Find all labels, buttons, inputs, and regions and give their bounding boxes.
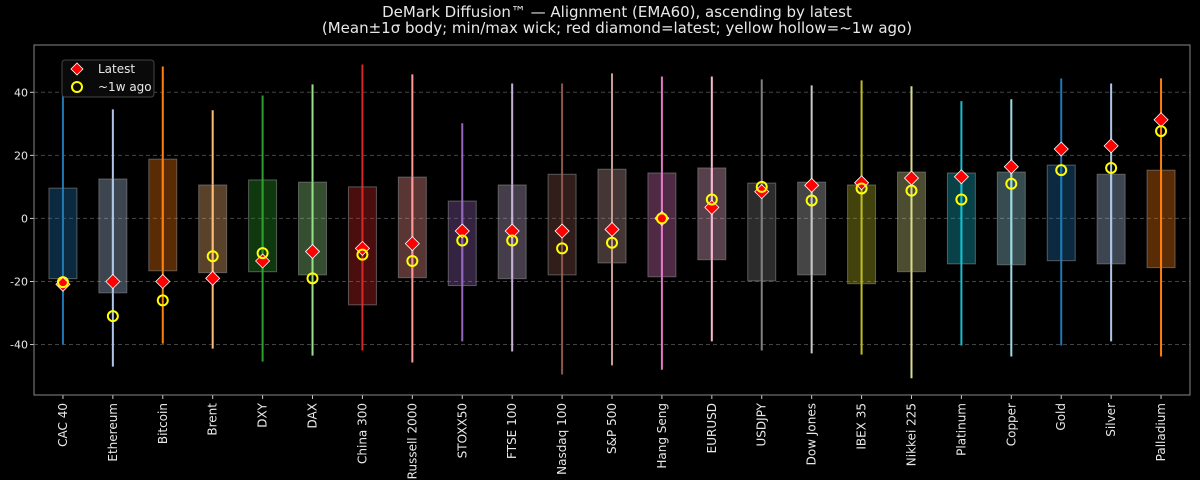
y-tick-label: -20 <box>10 275 28 288</box>
x-axis: CAC 40 Ethereum Bitcoin Brent DXY DAX China 30… <box>56 395 1168 479</box>
latest-marker <box>404 236 420 252</box>
x-tick-label: S&P 500 <box>605 403 619 454</box>
x-tick-label: IBEX 35 <box>855 403 869 450</box>
latest-marker <box>105 273 121 290</box>
latest-marker <box>155 273 171 290</box>
x-tick-label: CAC 40 <box>56 403 70 447</box>
y-tick-label: -40 <box>10 339 28 352</box>
week-ago-marker <box>106 310 119 323</box>
x-tick-label: Copper <box>1004 403 1018 446</box>
plot-frame <box>33 44 1191 396</box>
latest-marker <box>1003 159 1019 175</box>
legend-label-week-ago: ~1w ago <box>98 80 152 94</box>
week-ago-marker <box>805 194 818 207</box>
week-ago-marker <box>1105 161 1118 174</box>
week-ago-marker <box>406 254 419 267</box>
latest-marker <box>953 169 969 185</box>
y-tick-label: 20 <box>14 149 28 162</box>
week-ago-marker <box>306 272 319 285</box>
x-tick-label: Platinum <box>954 403 968 456</box>
latest-marker <box>554 223 570 239</box>
week-ago-marker <box>1005 177 1018 190</box>
latest-marker <box>504 223 520 239</box>
x-tick-label: Nasdaq 100 <box>555 403 569 475</box>
latest-marker <box>704 199 720 215</box>
x-tick-label: China 300 <box>355 403 369 464</box>
x-tick-label: Brent <box>206 403 220 436</box>
latest-marker <box>804 177 820 193</box>
week-ago-marker <box>1055 164 1068 177</box>
x-tick-label: Ethereum <box>106 403 120 462</box>
x-tick-label: Gold <box>1054 403 1068 431</box>
latest-marker <box>1153 112 1169 128</box>
plot-marks <box>48 64 1176 379</box>
x-tick-label: Palladium <box>1154 403 1168 461</box>
x-tick-label: EURUSD <box>705 403 719 453</box>
y-tick-label: 0 <box>21 212 28 225</box>
latest-marker <box>304 243 321 260</box>
legend-label-latest: Latest <box>98 62 135 76</box>
latest-marker <box>454 223 470 239</box>
week-ago-marker <box>506 234 519 247</box>
y-tick-label: 40 <box>14 86 28 99</box>
x-tick-label: STOXX50 <box>455 403 469 458</box>
week-ago-marker <box>606 236 618 249</box>
week-ago-marker <box>156 294 169 307</box>
x-tick-label: DXY <box>256 402 270 427</box>
x-tick-label: Nikkei 225 <box>904 403 918 466</box>
week-ago-marker <box>655 212 668 225</box>
y-axis: -40 -20 0 20 40 <box>10 86 34 352</box>
legend-latest-diamond-icon <box>70 62 84 76</box>
x-tick-label: Silver <box>1104 403 1118 437</box>
week-ago-marker <box>755 180 768 193</box>
week-ago-marker <box>705 193 718 206</box>
week-ago-marker <box>356 248 369 261</box>
week-ago-marker <box>56 276 69 289</box>
chart-subtitle: (Mean±1σ body; min/max wick; red diamond… <box>322 19 912 37</box>
week-ago-marker <box>556 242 569 255</box>
latest-marker <box>604 221 620 238</box>
latest-marker <box>1053 141 1069 157</box>
legend-box <box>61 59 155 98</box>
x-tick-label: DAX <box>306 403 320 428</box>
week-ago-marker <box>206 250 219 263</box>
x-tick-label: FTSE 100 <box>505 403 519 459</box>
chart-title: DeMark Diffusion™ — Alignment (EMA60), a… <box>382 3 852 21</box>
week-ago-marker <box>456 234 469 247</box>
latest-marker <box>205 270 221 286</box>
week-ago-marker <box>955 193 968 206</box>
x-tick-label: Russell 2000 <box>405 403 419 479</box>
x-tick-label: Dow Jones <box>805 403 819 465</box>
legend: Latest ~1w ago <box>61 59 155 98</box>
week-ago-marker <box>1155 125 1168 138</box>
x-tick-label: USDJPY <box>755 402 769 446</box>
week-ago-marker <box>905 184 918 197</box>
latest-marker <box>1103 138 1119 154</box>
x-tick-label: Bitcoin <box>156 403 170 444</box>
week-ago-marker <box>256 247 269 260</box>
week-ago-marker <box>855 182 868 195</box>
x-tick-label: Hang Seng <box>655 403 669 469</box>
legend-week-ago-circle-icon <box>71 81 83 93</box>
